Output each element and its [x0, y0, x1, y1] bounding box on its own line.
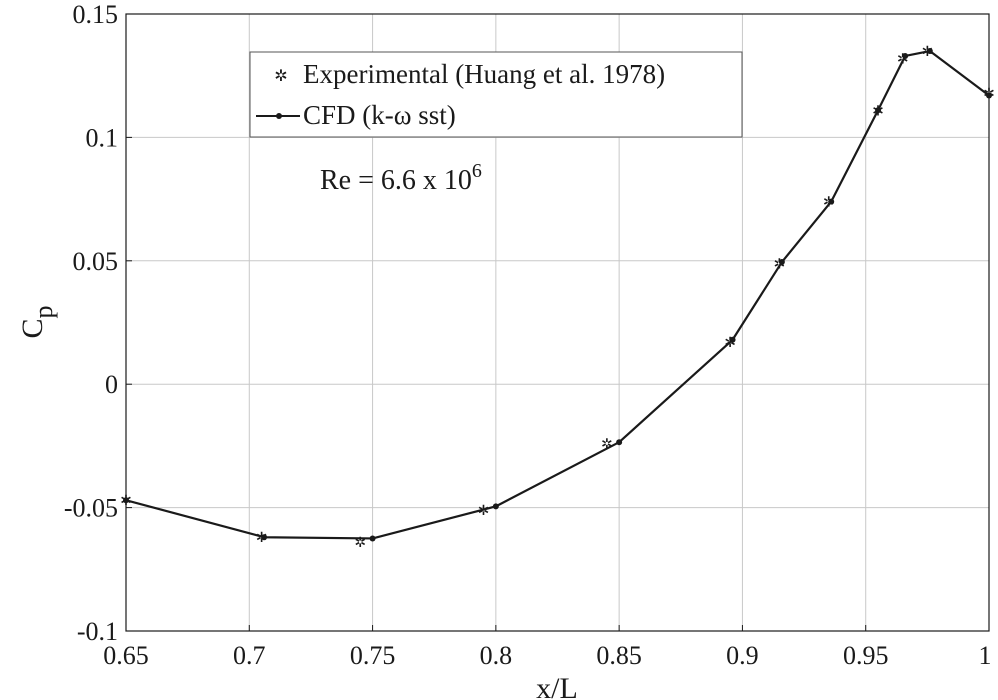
legend-marker-cfd	[276, 113, 282, 119]
y-tick-labels: -0.1 -0.05 0 0.05 0.1 0.15	[64, 0, 118, 646]
reynolds-annotation-exponent: 6	[472, 160, 482, 182]
experimental-point: ✲	[601, 437, 613, 452]
x-axis-label: x/L	[536, 672, 578, 700]
cfd-point	[616, 439, 623, 446]
x-tick-label: 0.8	[480, 641, 513, 670]
x-tick-label: 0.9	[726, 641, 759, 670]
svg-text:Cp: Cp	[16, 305, 58, 338]
cfd-line	[125, 49, 990, 540]
cfd-point	[875, 107, 882, 114]
cfd-point	[986, 92, 992, 99]
y-axis-label-main: C	[16, 318, 49, 338]
experimental-point: ✲	[478, 504, 490, 519]
legend-box	[249, 51, 743, 138]
y-axis-label-subscript: p	[29, 305, 58, 318]
cfd-point	[926, 48, 933, 55]
y-tick-label: 0.15	[73, 0, 119, 29]
cfd-point	[492, 503, 499, 510]
x-tick-label: 0.65	[103, 641, 149, 670]
reynolds-annotation-text: Re = 6.6 x 10	[320, 165, 472, 196]
x-tick-labels: 0.65 0.7 0.75 0.8 0.85 0.9 0.95 1	[103, 641, 991, 670]
y-tick-label: -0.05	[64, 494, 118, 523]
legend-label-experimental: Experimental (Huang et al. 1978)	[303, 59, 665, 89]
series-layer: ✲✲✲✲✲✲✲✲✲✲✲✲	[120, 45, 995, 551]
y-axis-label: Cp	[16, 305, 58, 338]
reynolds-annotation: Re = 6.6 x 106	[320, 160, 482, 196]
y-tick-label: 0	[105, 370, 118, 399]
plot-frame	[125, 13, 990, 632]
legend: ✲ Experimental (Huang et al. 1978) CFD (…	[249, 51, 743, 138]
x-tick-label: 0.75	[350, 641, 396, 670]
y-tick-label: -0.1	[77, 617, 118, 646]
x-tick-label: 0.85	[596, 641, 642, 670]
x-tick-label: 0.95	[843, 641, 889, 670]
cfd-point	[123, 497, 129, 504]
cfd-point	[729, 336, 736, 343]
cfd-point	[261, 534, 268, 541]
legend-marker-experimental: ✲	[274, 68, 287, 85]
legend-label-cfd: CFD (k-ω sst)	[303, 100, 456, 130]
experimental-point: ✲	[724, 336, 736, 351]
experimental-point: ✲	[354, 536, 366, 551]
cfd-point	[828, 198, 835, 205]
y-tick-label: 0.05	[73, 247, 119, 276]
y-tick-label: 0.1	[86, 123, 119, 152]
cfd-point	[369, 535, 376, 542]
x-tick-label: 1	[979, 641, 992, 670]
x-tick-label: 0.7	[233, 641, 266, 670]
cfd-point	[902, 52, 909, 59]
cfd-point	[778, 259, 785, 266]
